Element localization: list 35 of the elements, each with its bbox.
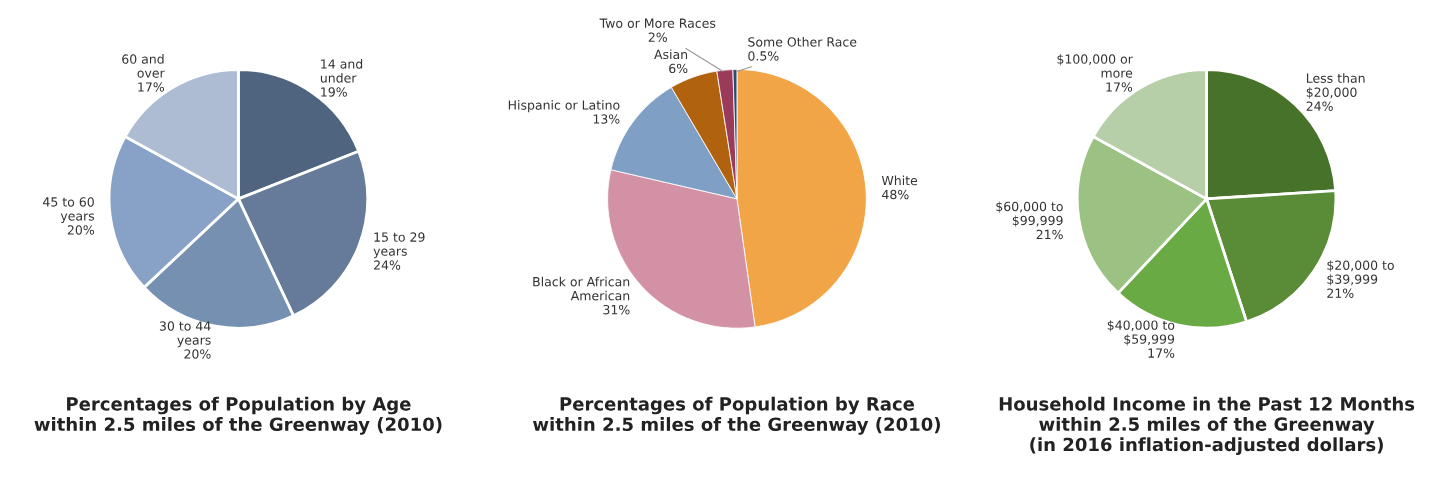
data-label: 17% — [138, 82, 164, 92]
text: Percentages of Population by Race within 2.5 miles of the Greenway (2010) — [533, 396, 940, 435]
data-label: 0.5% — [748, 51, 779, 61]
text: Household Income in the Past 12 Months within 2.5 miles of the Greenway (in 2016 inflation-adjusted dollars) — [999, 396, 1415, 455]
text: Percentages of Population by Age within 2.5 miles of the Greenway (2010) — [34, 396, 442, 435]
slice-label: $20,000 to $39,999 — [1327, 260, 1394, 286]
data-label: 31% — [603, 304, 630, 315]
data-label: 17% — [1148, 348, 1175, 358]
data-label: 24% — [374, 260, 401, 270]
slice-label: 45 to 60 years — [43, 197, 95, 224]
slice-label: 15 to 29 years — [373, 232, 425, 259]
data-label: 48% — [882, 189, 909, 200]
slice-label: $40,000 to $59,999 — [1107, 320, 1175, 346]
slice-label: Black or African American — [533, 276, 630, 301]
slice-label: 14 and under — [320, 59, 363, 83]
data-label: 17% — [1106, 82, 1133, 92]
data-label: 6% — [669, 63, 688, 74]
slice-label: 60 and over — [122, 54, 165, 78]
data-label: 2% — [648, 32, 667, 42]
data-label: 24% — [1306, 101, 1333, 111]
slice-label: White — [881, 175, 918, 186]
data-label: 13% — [593, 114, 620, 124]
slice-label: $60,000 to $99,999 — [996, 201, 1063, 227]
slice-label: Asian — [654, 49, 688, 60]
slice-label: $100,000 or more — [1057, 54, 1133, 78]
slice-label: Some Other Race — [748, 36, 857, 47]
data-label: 20% — [67, 225, 95, 235]
data-label: 19% — [321, 87, 347, 97]
data-label: 20% — [184, 349, 211, 359]
slice-label: Two or More Races — [599, 18, 716, 28]
data-label: 21% — [1036, 229, 1063, 240]
slice-label: Hispanic or Latino — [508, 100, 620, 113]
data-label: 21% — [1327, 288, 1354, 298]
slice-label: Less than $20,000 — [1306, 73, 1365, 99]
slice-label: 30 to 44 years — [159, 321, 211, 348]
